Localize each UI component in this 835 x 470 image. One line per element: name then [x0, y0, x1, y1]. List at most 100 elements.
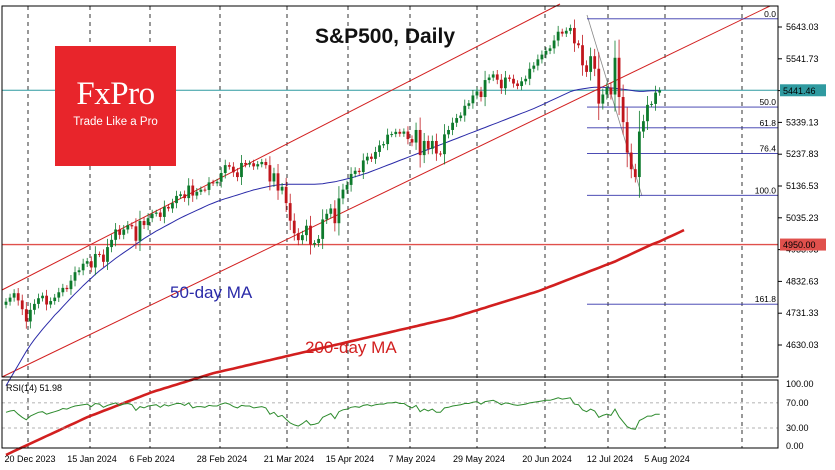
candle-body-21	[89, 261, 93, 268]
candle-148	[605, 82, 609, 100]
candle-5	[24, 302, 28, 329]
candle-155	[633, 163, 637, 183]
candle-125	[512, 74, 515, 88]
candle-53	[219, 167, 223, 188]
candle-body-37	[154, 212, 158, 214]
candle-87	[357, 168, 361, 175]
candle-body-152	[621, 97, 625, 123]
candle-93	[382, 141, 385, 149]
logo-tagline: Trade Like a Pro	[73, 116, 158, 128]
candle-body-86	[353, 170, 357, 174]
candle-body-1	[8, 297, 12, 302]
candle-body-41	[171, 203, 174, 209]
candle-body-124	[508, 77, 511, 79]
rsi-label: RSI(14) 51.98	[6, 383, 62, 393]
candle-body-20	[85, 261, 89, 264]
candle-17	[73, 266, 77, 287]
candle-106	[434, 133, 438, 161]
candle-112	[459, 112, 463, 122]
candle-body-77	[317, 238, 321, 243]
candle-19	[81, 258, 85, 276]
candle-body-47	[195, 191, 199, 196]
price-tick-label-9: 4731.33	[786, 308, 819, 318]
candle-27	[114, 223, 118, 247]
candle-body-143	[585, 65, 588, 72]
candle-83	[341, 183, 345, 205]
candle-body-31	[130, 225, 134, 227]
candle-128	[524, 75, 528, 85]
price-tick-label-3: 5339.13	[786, 117, 819, 127]
candle-160	[654, 85, 657, 111]
rsi-line	[5, 397, 660, 430]
candle-55	[227, 162, 231, 170]
candle-113	[463, 99, 467, 122]
candle-body-34	[142, 221, 146, 226]
candle-body-49	[203, 189, 207, 191]
candle-103	[422, 132, 426, 164]
candle-81	[333, 200, 337, 232]
current-price-label: 5441.46	[783, 86, 816, 96]
candle-body-54	[223, 165, 227, 173]
candle-body-80	[329, 208, 333, 214]
candle-157	[642, 114, 645, 139]
candle-body-43	[179, 194, 182, 196]
candle-body-53	[219, 172, 223, 182]
candle-151	[617, 39, 621, 116]
candle-66	[272, 167, 276, 188]
candle-body-16	[69, 280, 73, 290]
candle-156	[637, 110, 641, 198]
candle-116	[475, 87, 479, 100]
candle-9	[41, 292, 44, 302]
candle-57	[236, 168, 239, 182]
price-tick-label-5: 5136.53	[786, 181, 819, 191]
candle-body-40	[167, 206, 170, 209]
candle-body-46	[191, 185, 195, 196]
candle-body-66	[272, 173, 276, 182]
candle-body-35	[146, 218, 150, 226]
candle-120	[491, 70, 495, 82]
candle-body-76	[313, 242, 316, 245]
candle-body-150	[613, 57, 617, 95]
candle-89	[365, 152, 369, 165]
candle-39	[162, 200, 166, 224]
candle-73	[300, 230, 304, 245]
candle-body-52	[215, 181, 219, 184]
candle-41	[171, 198, 174, 213]
candle-51	[211, 179, 215, 186]
candle-body-125	[512, 78, 515, 84]
candle-body-132	[540, 54, 544, 60]
candle-61	[252, 159, 256, 170]
candle-145	[593, 48, 597, 77]
candle-117	[479, 86, 483, 102]
candle-body-115	[471, 95, 475, 104]
candle-body-137	[560, 31, 564, 34]
candle-body-55	[227, 165, 231, 167]
candle-body-112	[459, 115, 463, 119]
fib-label-76.4: 76.4	[759, 144, 776, 154]
candle-40	[167, 203, 170, 212]
candle-122	[499, 74, 503, 94]
date-label-6: 7 May 2024	[388, 454, 435, 464]
candle-body-93	[382, 144, 385, 146]
candle-16	[69, 274, 73, 295]
candle-97	[398, 128, 402, 137]
level-label: 4950.00	[783, 240, 816, 250]
candle-body-6	[28, 309, 32, 322]
candle-15	[65, 285, 69, 292]
candle-159	[650, 101, 653, 108]
candle-body-100	[410, 139, 414, 143]
fib-label-100.0: 100.0	[755, 185, 777, 195]
candle-1	[8, 293, 12, 306]
candle-body-139	[568, 27, 572, 31]
candle-142	[581, 34, 584, 76]
candle-0	[4, 298, 8, 309]
candle-body-155	[633, 169, 637, 178]
candle-body-98	[402, 131, 406, 134]
candle-7	[33, 299, 36, 315]
candle-58	[240, 154, 243, 186]
candle-85	[349, 167, 353, 192]
candle-124	[508, 74, 511, 82]
candle-body-102	[418, 129, 422, 156]
candle-body-142	[581, 45, 584, 66]
candle-body-57	[236, 172, 239, 178]
